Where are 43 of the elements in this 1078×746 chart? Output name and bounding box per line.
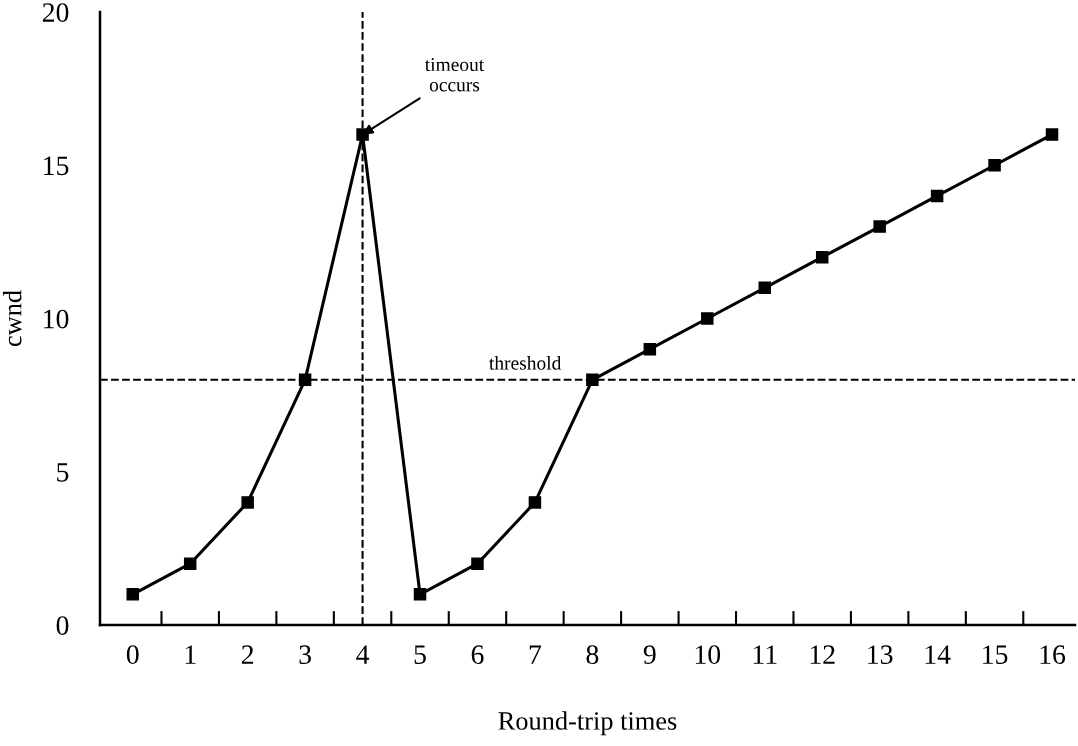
x-tick-label: 7: [529, 645, 542, 664]
point: [183, 557, 197, 570]
point: [356, 128, 369, 141]
point: [873, 220, 886, 233]
y-tick-label: 20: [42, 3, 69, 22]
point: [241, 496, 254, 509]
annotation: timeout occurs: [424, 58, 485, 92]
x-tick-label: 4: [356, 645, 370, 664]
x-tick-label: 9: [643, 645, 656, 664]
point: [643, 342, 657, 356]
x-tick-label: 1: [185, 645, 196, 664]
point: [758, 281, 771, 295]
point: [413, 588, 427, 601]
point: [471, 557, 484, 570]
y-tick-label: 15: [44, 156, 69, 176]
x-tick-label: 12: [810, 645, 835, 664]
y-tick-label: 0: [56, 616, 69, 635]
x-tick-label: 5: [414, 645, 426, 664]
x-tick-label: 16: [1040, 645, 1066, 664]
x-tick-label: 10: [695, 645, 721, 664]
x-tick-label: 6: [471, 645, 484, 664]
y-tick-label: 5: [57, 463, 69, 482]
x-axis-title: Round-trip times: [498, 711, 677, 736]
y-tick-label: 10: [44, 309, 69, 329]
point: [528, 496, 542, 509]
point: [126, 588, 139, 601]
y-axis-title: cwnd: [2, 290, 22, 347]
ref-line-label: threshold: [489, 356, 562, 370]
point: [298, 373, 312, 387]
x-tick-label: 3: [299, 645, 311, 664]
x-tick-label: 2: [241, 645, 254, 664]
x-tick-label: 15: [983, 645, 1008, 664]
x-tick-label: 14: [925, 645, 951, 664]
point: [1045, 128, 1059, 141]
x-tick-label: 13: [868, 645, 893, 664]
x-tick-label: 11: [753, 645, 777, 664]
point: [930, 189, 944, 203]
point: [988, 158, 1001, 172]
x-tick-label: 8: [586, 645, 599, 664]
point: [815, 250, 829, 264]
x-tick-label: 0: [126, 645, 139, 664]
point: [701, 312, 714, 325]
point: [586, 373, 599, 387]
